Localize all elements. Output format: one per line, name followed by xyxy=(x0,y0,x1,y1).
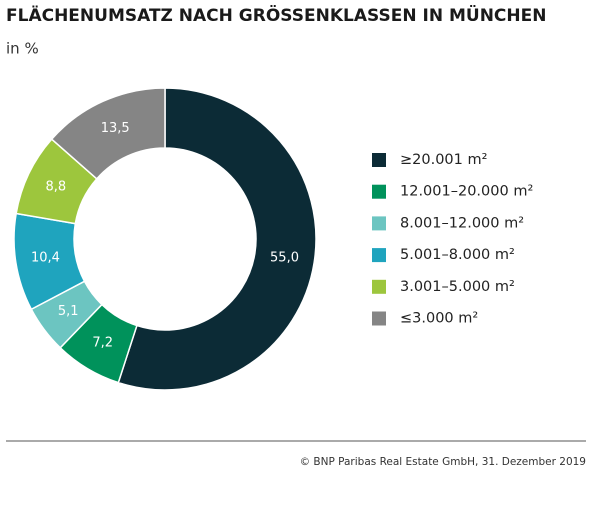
legend-label: ≥20.001 m² xyxy=(400,152,487,168)
data-label: 7,2 xyxy=(92,335,113,350)
legend-label: 5.001–8.000 m² xyxy=(400,247,515,263)
data-label: 5,1 xyxy=(58,304,79,319)
legend-label: ≤3.000 m² xyxy=(400,311,478,327)
legend-swatch xyxy=(372,184,386,199)
legend-swatch xyxy=(372,248,386,263)
chart-title: FLÄCHENUMSATZ NACH GRÖSSENKLASSEN IN MÜN… xyxy=(6,4,546,26)
legend-swatch xyxy=(372,216,386,231)
legend-label: 3.001–5.000 m² xyxy=(400,279,515,295)
data-label: 8,8 xyxy=(45,179,66,194)
legend-label: 12.001–20.000 m² xyxy=(400,184,533,200)
data-label: 55,0 xyxy=(270,250,299,265)
source: © BNP Paribas Real Estate GmbH, 31. Deze… xyxy=(300,456,586,468)
legend-swatch xyxy=(372,279,386,294)
chart-subtitle: in % xyxy=(6,40,39,58)
data-label: 10,4 xyxy=(31,250,60,265)
legend-swatch xyxy=(372,153,386,167)
data-label: 13,5 xyxy=(101,121,130,136)
legend-label: 8.001–12.000 m² xyxy=(400,215,524,231)
donut-slice xyxy=(50,87,166,180)
donut-slice xyxy=(117,87,317,391)
legend-swatch xyxy=(372,311,386,326)
